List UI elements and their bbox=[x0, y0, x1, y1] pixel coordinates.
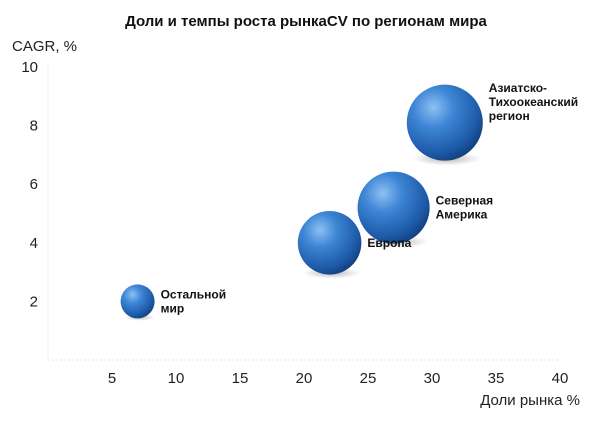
y-tick-label: 10 bbox=[21, 59, 38, 76]
x-tick-labels: 5 10 15 20 25 30 35 40 bbox=[108, 370, 569, 387]
x-tick-label: 20 bbox=[296, 370, 313, 387]
x-tick-label: 10 bbox=[168, 370, 185, 387]
bubble-label: Азиатско- bbox=[489, 81, 547, 95]
x-tick-label: 30 bbox=[424, 370, 441, 387]
bubble-label: мир bbox=[161, 301, 185, 315]
x-tick-label: 25 bbox=[360, 370, 377, 387]
y-tick-label: 2 bbox=[30, 293, 38, 310]
y-tick-label: 6 bbox=[30, 176, 38, 193]
bubble bbox=[357, 171, 430, 244]
x-tick-label: 5 bbox=[108, 370, 116, 387]
bubble-label: Северная bbox=[436, 194, 494, 208]
y-axis-label: CAGR, % bbox=[12, 38, 77, 55]
bubble-label: Остальной bbox=[161, 287, 227, 301]
bubbles bbox=[120, 84, 483, 321]
y-tick-label: 8 bbox=[30, 118, 38, 135]
bubble bbox=[120, 284, 155, 319]
y-tick-label: 4 bbox=[30, 235, 38, 252]
bubble-label: Европа bbox=[367, 236, 411, 250]
x-tick-label: 40 bbox=[552, 370, 569, 387]
bubble bbox=[297, 211, 362, 275]
bubble-label: регион bbox=[489, 109, 530, 123]
bubble-label: Америка bbox=[436, 208, 488, 222]
y-tick-labels: 2 4 6 8 10 bbox=[21, 59, 38, 310]
x-tick-label: 15 bbox=[232, 370, 249, 387]
x-tick-label: 35 bbox=[488, 370, 505, 387]
x-axis-label: Доли рынка % bbox=[480, 392, 580, 409]
chart-title: Доли и темпы роста рынкаCV по регионам м… bbox=[125, 13, 487, 30]
bubble-label: Тихоокеанский bbox=[489, 95, 578, 109]
bubble bbox=[406, 84, 483, 161]
